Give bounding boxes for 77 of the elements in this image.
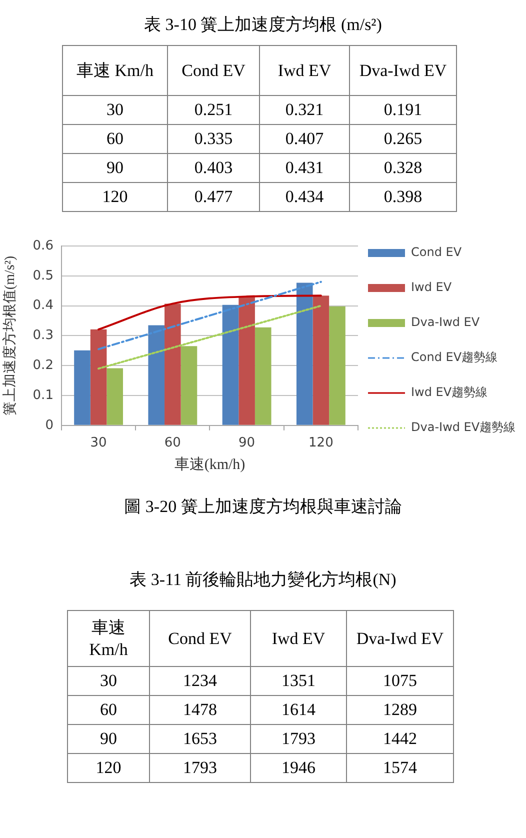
legend-label: Cond EV: [411, 245, 462, 260]
data-label: 0.403: [168, 154, 260, 182]
x-tick-label: Iwd EV: [260, 46, 350, 96]
bar: [164, 304, 181, 425]
y-tick-label: 0: [45, 418, 54, 433]
y-tick-label: 0.2: [32, 358, 54, 373]
x-tick-label: 30: [90, 436, 107, 451]
data-label: 0.335: [168, 124, 260, 154]
y-tick-label: 120: [62, 182, 168, 212]
x-tick-label: 90: [238, 436, 256, 451]
data-label: 1574: [346, 754, 454, 782]
data-label: 1351: [250, 666, 346, 696]
y-tick-label: 0.1: [32, 388, 54, 403]
legend-label: Dva-Iwd EV: [411, 315, 480, 330]
y-axis-title: 簧上加速度方均根值(m/s²): [2, 255, 18, 416]
y-tick-label: 30: [68, 666, 150, 696]
x-tick-label: 60: [164, 436, 181, 451]
bar: [312, 296, 330, 425]
chart-title: 表 3-11 前後輪貼地力變化方均根(N): [128, 569, 398, 591]
x-axis-title: 車速(km/h): [174, 456, 246, 473]
data-label: 1075: [346, 666, 454, 696]
legend-label: Dva-Iwd EV趨勢線: [411, 420, 516, 434]
chart-title: 表 3-10 簧上加速度方均根 (m/s²): [143, 14, 383, 36]
bar: [254, 327, 272, 425]
y-tick-label: 0.5: [32, 268, 54, 284]
text: 圖 3-20 簧上加速度方均根與車速討論: [123, 496, 403, 518]
y-tick-label: 30: [62, 96, 168, 124]
data-label: 1793: [250, 724, 346, 754]
data-label: 0.431: [260, 154, 350, 182]
y-tick-label: 0.3: [32, 328, 54, 344]
data-label: 0.477: [168, 182, 260, 212]
x-tick-label: Dva-Iwd EV: [346, 610, 454, 666]
x-tick-label: Cond EV: [168, 46, 260, 96]
legend-label: Iwd EV: [411, 280, 452, 294]
x-tick-label: 120: [308, 436, 334, 451]
data-label: 1442: [346, 724, 454, 754]
data-label: 0.328: [350, 154, 456, 182]
y-tick-label: 60: [62, 124, 168, 154]
data-label: 1289: [346, 696, 454, 724]
bar: [238, 296, 255, 425]
y-tick-label: 0.4: [32, 298, 54, 314]
bar: [148, 325, 165, 425]
data-label: 0.321: [260, 96, 350, 124]
data-label: 0.191: [350, 96, 456, 124]
data-label: 1614: [250, 696, 346, 724]
bar: [222, 304, 239, 425]
line-series: [98, 280, 322, 350]
data-label: 0.407: [260, 124, 350, 154]
legend-label: Iwd EV趨勢線: [411, 385, 488, 400]
data-label: 1793: [150, 754, 250, 782]
data-label: 1478: [150, 696, 250, 724]
bar: [296, 282, 313, 425]
y-axis-title: 車速 Km/h: [62, 46, 168, 96]
bar: [180, 346, 198, 425]
line-series: [98, 294, 322, 330]
line-series: [98, 304, 322, 370]
bar: [329, 306, 346, 425]
y-tick-label: 0.6: [32, 238, 54, 254]
x-tick-label: Dva-Iwd EV: [350, 46, 456, 96]
y-tick-label: 90: [68, 724, 150, 754]
data-label: 0.398: [350, 182, 456, 212]
bar: [106, 368, 124, 425]
data-label: 0.434: [260, 182, 350, 212]
y-tick-label: 120: [68, 754, 150, 782]
data-label: 1653: [150, 724, 250, 754]
bar: [90, 329, 107, 425]
data-label: 0.251: [168, 96, 260, 124]
data-label: 1946: [250, 754, 346, 782]
x-tick-label: Cond EV: [150, 610, 250, 666]
x-tick-label: Iwd EV: [250, 610, 346, 666]
legend-label: Cond EV趨勢線: [411, 350, 498, 364]
y-tick-label: 60: [68, 696, 150, 724]
y-axis-title: 車速 Km/h: [68, 610, 150, 666]
bar: [74, 350, 90, 425]
data-label: 0.265: [350, 124, 456, 154]
data-label: 1234: [150, 666, 250, 696]
y-tick-label: 90: [62, 154, 168, 182]
